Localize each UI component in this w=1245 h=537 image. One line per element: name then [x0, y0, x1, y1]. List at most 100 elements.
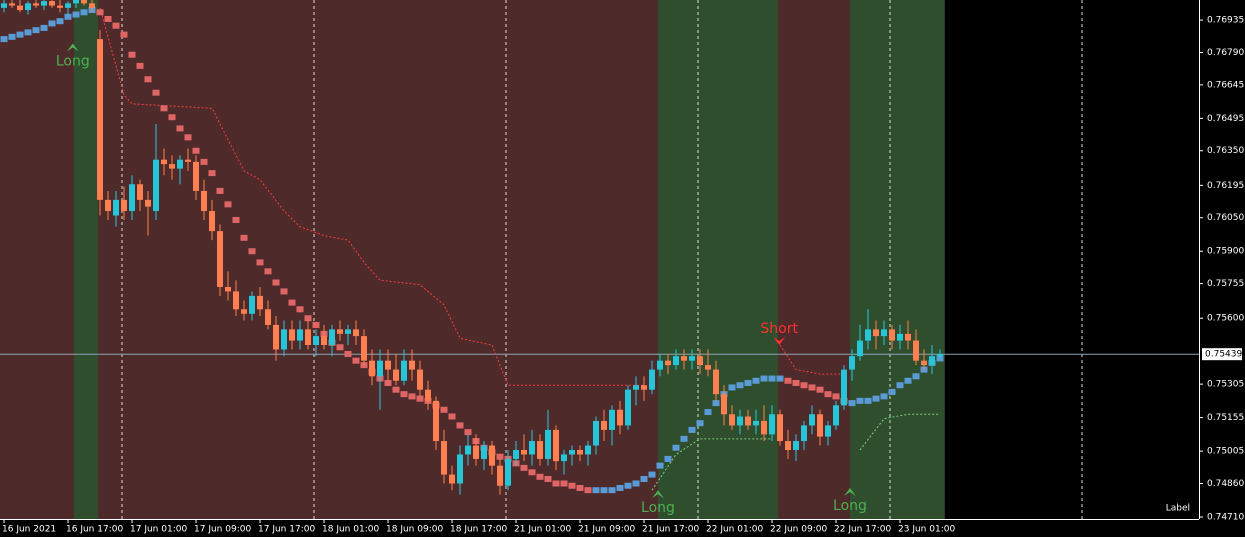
- y-tick-label: 0.76495: [1207, 114, 1244, 124]
- candle-body: [777, 414, 783, 442]
- trend-block: [40, 24, 48, 31]
- trend-block: [784, 377, 792, 384]
- candle-body: [897, 333, 903, 341]
- price-tag-label: 0.75439: [1205, 350, 1242, 360]
- trend-block: [264, 268, 272, 275]
- candle-body: [505, 458, 511, 486]
- y-tick-label: 0.76195: [1207, 181, 1244, 191]
- trend-block: [440, 406, 448, 413]
- trend-block: [744, 379, 752, 386]
- trend-block: [168, 114, 176, 121]
- trend-block: [552, 480, 560, 487]
- trend-block: [184, 134, 192, 141]
- candle-body: [929, 356, 935, 366]
- candle-body: [697, 356, 703, 366]
- signal-zone: [778, 0, 850, 519]
- trend-block: [520, 464, 528, 471]
- trend-block: [272, 279, 280, 286]
- trend-block: [72, 11, 80, 18]
- trend-block: [408, 393, 416, 400]
- candle-body: [265, 309, 271, 325]
- trend-block: [256, 259, 264, 266]
- trend-block: [136, 62, 144, 69]
- trend-block: [616, 484, 624, 491]
- trend-block: [0, 36, 8, 43]
- trend-block: [872, 395, 880, 402]
- trend-block: [216, 187, 224, 194]
- candle-body: [241, 309, 247, 314]
- trend-block: [760, 375, 768, 382]
- trend-block: [704, 409, 712, 416]
- x-tick-label: 18 Jun 09:00: [386, 525, 443, 535]
- y-tick-label: 0.76050: [1207, 213, 1244, 223]
- candle-body: [89, 3, 95, 8]
- signal-zone: [0, 0, 74, 519]
- candle-body: [457, 454, 463, 484]
- trend-block: [584, 487, 592, 494]
- candle-body: [385, 360, 391, 370]
- candle-body: [185, 159, 191, 162]
- candle-body: [201, 190, 207, 212]
- candle-body: [305, 329, 311, 346]
- trend-block: [288, 299, 296, 306]
- trend-block: [544, 476, 552, 483]
- y-tick-label: 0.76790: [1207, 48, 1244, 58]
- x-tick-label: 17 Jun 09:00: [194, 525, 251, 535]
- trend-block: [384, 379, 392, 386]
- candle-body: [97, 39, 103, 200]
- y-tick-label: 0.76935: [1207, 16, 1244, 26]
- candle-body: [841, 369, 847, 406]
- candle-body: [465, 445, 471, 455]
- trend-block: [160, 105, 168, 112]
- trend-block: [464, 429, 472, 436]
- trend-block: [576, 484, 584, 491]
- candle-body: [753, 420, 759, 426]
- candle-body: [329, 329, 335, 346]
- candle-body: [257, 295, 263, 310]
- candle-body: [369, 360, 375, 377]
- candle-body: [113, 199, 119, 216]
- candle-body: [593, 420, 599, 446]
- signal-arrow: [844, 487, 856, 496]
- candle-body: [769, 414, 775, 435]
- trend-block: [568, 482, 576, 489]
- candle-body: [889, 329, 895, 341]
- trend-block: [640, 476, 648, 483]
- signal-zone: [98, 0, 658, 519]
- trend-block: [832, 393, 840, 400]
- x-tick-label: 17 Jun 01:00: [130, 525, 187, 535]
- candle-body: [737, 416, 743, 426]
- trend-block: [880, 393, 888, 400]
- candle-body: [161, 159, 167, 165]
- stop-line: [99, 7, 644, 386]
- candle-body: [289, 329, 295, 341]
- candle-body: [729, 414, 735, 426]
- signal-label: Long: [833, 498, 867, 514]
- candle-body: [617, 409, 623, 426]
- trend-block: [96, 9, 104, 16]
- trend-block: [768, 375, 776, 382]
- candle-body: [177, 159, 183, 169]
- candle-body: [337, 329, 343, 334]
- candle-body: [633, 385, 639, 390]
- y-tick-label: 0.75005: [1207, 447, 1244, 457]
- candle-body: [409, 360, 415, 370]
- candle-body: [513, 449, 519, 459]
- signal-label: Long: [56, 54, 90, 70]
- candle-body: [833, 405, 839, 426]
- trend-block: [104, 15, 112, 22]
- candle-body: [521, 449, 527, 455]
- trend-block: [792, 379, 800, 386]
- candle-body: [609, 409, 615, 430]
- trend-block: [896, 382, 904, 389]
- candle-body: [425, 389, 431, 401]
- trend-block: [680, 435, 688, 442]
- trend-block: [8, 33, 16, 40]
- candle-body: [49, 1, 55, 6]
- candle-body: [625, 389, 631, 426]
- candle-body: [65, 3, 71, 8]
- candle-body: [561, 454, 567, 462]
- candle-body: [497, 465, 503, 486]
